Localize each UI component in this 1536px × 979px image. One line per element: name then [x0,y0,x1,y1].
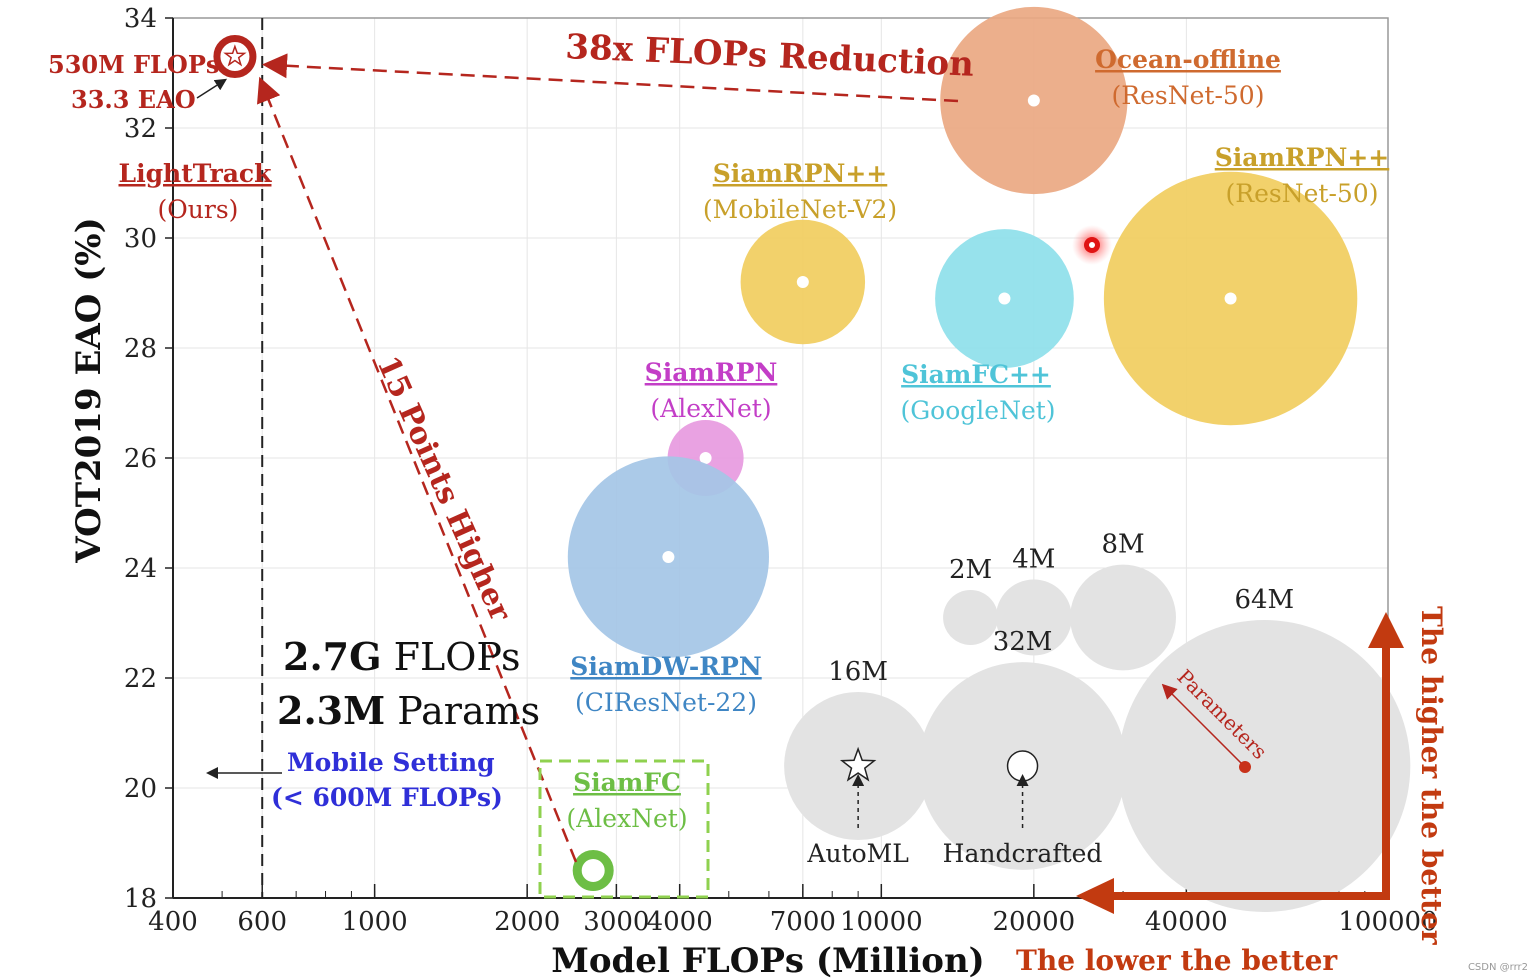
size-legend-bubble [995,579,1072,656]
tracker-backbone-label: (AlexNet) [650,394,771,423]
lower-better-label: The lower the better [1016,944,1338,977]
lower-better-arrowhead [1076,878,1114,914]
y-tick-label: 20 [124,774,157,804]
tracker-name-label: SiamFC++ [901,360,1051,389]
flops-reduction-label: 38x FLOPs Reduction [565,27,975,85]
handcrafted-circle-icon [1006,750,1039,782]
bubble-center-dot [796,276,809,288]
size-legend: 2M 4M 8M 16M AutoML 32M Handcrafted 64M [784,530,1411,912]
watermark: CSDN @rrr2 [1467,962,1528,973]
bubble-center-dot [699,452,712,464]
y-tick-label: 32 [124,114,157,144]
tracker-backbone-label: (MobileNet-V2) [703,195,897,224]
size-legend-label: 16M [828,657,888,687]
size-legend-label: 8M [1101,530,1144,560]
y-tick-label: 18 [124,884,157,914]
x-tick-label: 1000 [342,907,408,937]
tracker-backbone-label: (AlexNet) [566,804,687,833]
higher-better-label: The higher the better [1415,606,1448,946]
tracker-name-label: SiamFC [573,768,681,797]
bubbles: LightTrack (Ours) Ocean-offline (ResNet-50)… [119,6,1390,891]
size-legend-label: 32M [993,627,1053,657]
y-tick-label: 34 [124,4,157,34]
x-tick-label: 400 [148,907,198,937]
bubble-center-dot [1224,292,1237,305]
siamfc-params-stat: 2.3M Params [277,688,540,733]
size-legend-bubble [1118,620,1411,912]
tracker-name-label: LightTrack [119,159,273,188]
grid [172,17,1389,899]
x-tick-label: 3000 [583,907,649,937]
size-legend-label: 2M [949,555,992,585]
bubble-center-dot [1027,94,1040,107]
points-higher-label: 15 Points Higher [370,351,519,627]
tracker-name-label: SiamRPN++ [713,159,888,188]
tracker-name-label: SiamDW-RPN [570,652,761,681]
mobile-setting-flops: (< 600M FLOPs) [271,783,503,812]
bubble-center-dot [588,865,599,876]
x-tick-label: 7000 [770,907,836,937]
x-tick-label: 20000 [992,907,1075,937]
highlight-dot-center [1089,242,1095,248]
points-higher-arrow [257,76,578,863]
tracker-backbone-label: (ResNet-50) [1112,81,1265,110]
size-legend-label: 64M [1234,585,1294,615]
x-axis-title: Model FLOPs (Million) [551,941,985,979]
tracker-backbone-label: (Ours) [158,195,239,224]
y-tick-label: 26 [124,444,157,474]
y-tick-label: 24 [124,554,157,584]
legend-caption: AutoML [806,839,908,868]
tracker-backbone-label: (GoogleNet) [900,396,1055,425]
bubble-center-dot [998,292,1011,305]
tracker-name-label: Ocean-offline [1095,45,1281,74]
bubble-center-dot [662,551,675,563]
siamfc-highlight-box [538,759,710,899]
automl-star-icon [839,746,877,782]
x-tick-label: 4000 [647,907,713,937]
siamfc-flops-stat: 2.7G FLOPs [283,634,520,679]
x-tick-label: 10000 [840,907,923,937]
x-tick-label: 600 [237,907,287,937]
legend-caption: Handcrafted [943,839,1103,868]
y-tick-label: 28 [124,334,157,364]
size-legend-bubble [943,590,998,645]
parameters-arrow [1161,683,1246,768]
y-axis-title: VOT2019 EAO (%) [69,217,109,563]
x-tick-label: 40000 [1145,907,1228,937]
lighttrack-flops-label: 530M FLOPs [48,50,219,79]
tracker-name-label: SiamRPN++ [1215,143,1390,172]
y-tick-label: 22 [124,664,157,694]
tracker-backbone-label: (ResNet-50) [1226,179,1379,208]
lighttrack-pointer [196,78,228,99]
x-tick-label: 100000 [1338,907,1437,937]
size-legend-label: 4M [1012,545,1055,575]
flops-reduction-arrow [262,53,959,103]
y-tick-label: 30 [124,224,157,254]
lighttrack-star-icon [223,44,247,67]
size-legend-bubble [1070,564,1176,671]
mobile-setting-label: Mobile Setting [287,748,495,777]
lighttrack-eao-label: 33.3 EAO [71,85,196,114]
parameters-origin-dot [1239,761,1251,773]
tracker-backbone-label: (CIResNet-22) [575,688,757,717]
higher-better-arrowhead [1368,612,1404,648]
tracker-name-label: SiamRPN [645,358,778,387]
x-tick-label: 2000 [494,907,560,937]
